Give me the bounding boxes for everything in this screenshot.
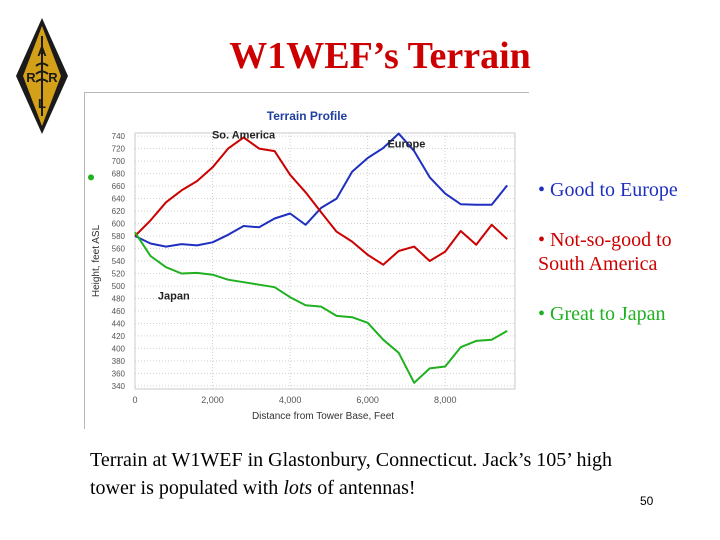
y-tick-label: 580 [112,232,126,241]
y-tick-label: 560 [112,245,126,254]
y-tick-label: 660 [112,182,126,191]
y-tick-label: 540 [112,257,126,266]
logo-letter-r1: R [26,70,36,85]
y-tick-label: 420 [112,332,126,341]
y-axis-label: Height, feet ASL [91,224,102,297]
y-tick-label: 500 [112,282,126,291]
x-tick-label: 8,000 [434,395,457,405]
annotation-label: Japan [158,291,190,303]
bullet-list: • Good to Europe • Not-so-good to South … [538,178,718,352]
x-tick-label: 6,000 [356,395,379,405]
chart-title: Terrain Profile [267,109,348,123]
page-number: 50 [640,494,654,508]
caption-emphasis: lots [283,477,313,499]
logo-letter-r2: R [48,70,58,85]
caption-text-2: of antennas! [312,477,416,499]
logo-letter-l: L [38,96,46,111]
slide-title: W1WEF’s Terrain [229,35,531,77]
series-line-europe [134,132,508,248]
arrl-logo: A R R L [16,18,68,134]
terrain-chart-panel: Terrain Profile 340 360 380 400 420 440 460 480… [84,92,529,429]
y-tick-label: 620 [112,207,126,216]
y-tick-label: 720 [112,145,126,154]
y-tick-label: 380 [112,357,126,366]
y-tick-label: 740 [112,132,126,141]
y-tick-label: 600 [112,220,126,229]
y-tick-label: 340 [112,382,126,391]
y-tick-label: 360 [112,369,126,378]
bullet-europe: • Good to Europe [538,179,678,201]
terrain-profile-chart: Terrain Profile 340 360 380 400 420 440 460 480… [88,109,516,422]
annotation-label: Europe [387,138,425,150]
series-line-japan [134,231,508,384]
y-tick-label: 680 [112,170,126,179]
y-tick-label: 520 [112,269,126,278]
y-tick-label: 640 [112,195,126,204]
start-marker [88,174,94,181]
series-line-so-america [134,136,508,266]
y-tick-label: 700 [112,157,126,166]
bullet-south-america: • Not-so-good to South America [538,229,672,275]
bullet-japan: • Great to Japan [538,303,666,325]
annotation-label: So. America [212,130,276,142]
x-tick-label: 0 [132,395,137,405]
slide-caption: Terrain at W1WEF in Glastonbury, Connect… [90,446,650,502]
x-tick-label: 2,000 [201,395,224,405]
x-axis-label: Distance from Tower Base, Feet [252,411,394,422]
x-tick-label: 4,000 [279,395,302,405]
y-tick-label: 400 [112,344,126,353]
y-tick-label: 480 [112,294,126,303]
caption-text-1: Terrain at W1WEF in Glastonbury, Connect… [90,449,613,499]
y-tick-label: 440 [112,319,126,328]
logo-letter-a: A [37,44,47,59]
y-tick-label: 460 [112,307,126,316]
